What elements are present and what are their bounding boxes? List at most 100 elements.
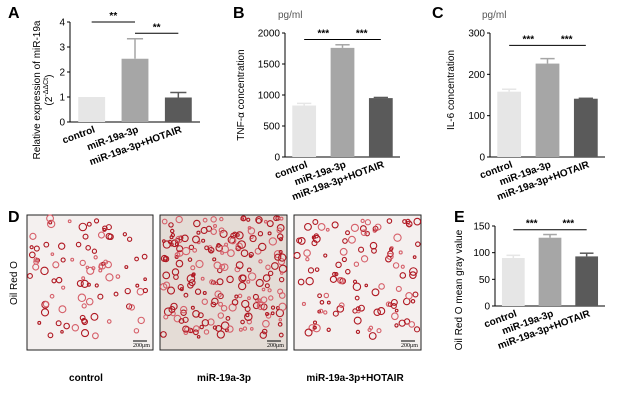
stain-droplet <box>277 258 286 266</box>
stain-droplet <box>163 256 168 261</box>
stain-droplet <box>247 296 251 301</box>
stain-droplet <box>29 232 37 240</box>
stain-droplet <box>376 328 382 334</box>
stain-droplet <box>86 266 95 275</box>
stain-droplet <box>392 262 400 269</box>
stain-droplet <box>170 310 176 317</box>
stain-droplet <box>86 221 92 227</box>
stain-droplet <box>162 271 171 280</box>
panel-a-y-tick-label: 0 <box>59 118 65 129</box>
stain-droplet <box>297 278 305 286</box>
stain-droplet <box>323 292 330 299</box>
scale-label-mir19a: 200μm <box>267 343 284 349</box>
stain-droplet <box>364 283 369 288</box>
stain-droplet <box>278 317 283 322</box>
panel-a-bar <box>164 97 192 122</box>
stain-droplet <box>319 300 325 305</box>
stain-droplet <box>232 231 238 237</box>
stain-droplet <box>312 219 319 225</box>
stain-droplet <box>197 312 204 319</box>
stain-droplet <box>304 222 312 231</box>
stain-droplet <box>410 299 416 304</box>
stain-droplet <box>263 219 268 224</box>
stain-droplet <box>337 277 345 285</box>
stain-droplet <box>244 312 253 321</box>
panel-e-ylabel: Oil Red O mean gray value <box>454 229 465 350</box>
stain-droplet <box>33 258 40 265</box>
stain-droplet <box>258 242 267 252</box>
stain-droplet <box>238 327 243 332</box>
stain-droplet <box>386 252 394 260</box>
stain-droplet <box>242 326 248 331</box>
stain-droplet <box>390 298 398 306</box>
stain-droplet <box>167 286 176 295</box>
stain-droplet <box>103 259 109 265</box>
stain-droplet <box>234 294 239 299</box>
stain-droplet <box>142 287 149 294</box>
stain-droplet <box>304 328 313 337</box>
stain-droplet <box>169 228 175 234</box>
stain-droplet <box>261 328 268 335</box>
stain-droplet <box>190 265 196 271</box>
stain-droplet <box>159 282 168 291</box>
panel-b-y-tick-label: 1000 <box>258 91 281 102</box>
stain-droplet <box>350 223 360 232</box>
stain-droplet <box>399 272 407 279</box>
panel-b-bar <box>368 98 393 157</box>
stain-droplet <box>200 276 205 281</box>
stain-droplet <box>175 259 184 268</box>
stain-droplet <box>76 279 84 287</box>
stain-droplet <box>179 305 188 314</box>
stain-droplet <box>85 245 91 251</box>
stain-droplet <box>398 250 403 255</box>
stain-droplet <box>258 259 263 264</box>
stain-droplet <box>266 220 274 228</box>
stain-droplet <box>317 293 322 299</box>
panel-b-y-tick-label: 0 <box>274 153 280 164</box>
stain-droplet <box>345 230 350 236</box>
stain-droplet <box>360 229 368 237</box>
panel-b-sig-label: *** <box>317 29 329 40</box>
stain-droplet <box>181 234 189 243</box>
stain-droplet <box>234 266 241 273</box>
panel-a-sig-label: ** <box>109 11 117 22</box>
stain-droplet <box>246 267 252 273</box>
stain-droplet <box>215 244 224 252</box>
stain-droplet <box>364 230 370 237</box>
stain-droplet <box>235 261 244 270</box>
stain-droplet <box>200 226 208 235</box>
stain-droplet <box>75 241 82 248</box>
stain-droplet <box>354 295 360 301</box>
stain-droplet <box>413 217 422 226</box>
stain-droplet <box>58 305 67 314</box>
stain-droplet <box>374 223 382 231</box>
stain-droplet <box>201 298 208 305</box>
micrograph-caption-mir19a: miR-19a-3p <box>197 373 251 384</box>
stain-droplet <box>135 283 140 288</box>
stain-droplet <box>301 301 306 307</box>
stain-droplet <box>171 268 180 276</box>
stain-droplet <box>385 301 392 307</box>
stain-droplet <box>265 312 270 316</box>
stain-droplet <box>237 293 243 299</box>
stain-droplet <box>98 268 103 273</box>
stain-droplet <box>364 219 372 226</box>
stain-droplet <box>279 271 284 275</box>
stain-droplet <box>352 279 358 284</box>
stain-droplet <box>46 214 54 223</box>
stain-droplet <box>358 304 365 312</box>
stain-droplet <box>238 281 247 291</box>
stain-droplet <box>358 246 365 253</box>
panel-d-side-label: Oil Red O <box>9 261 20 305</box>
stain-droplet <box>323 253 328 258</box>
stain-droplet <box>335 261 342 269</box>
stain-droplet <box>400 264 405 269</box>
stain-droplet <box>71 324 80 332</box>
panel-e-chart: 050100150controlmiR-19a-3pmiR-19a-3p+HOT… <box>473 219 605 352</box>
panel-b-y-tick-label: 2000 <box>258 29 281 40</box>
panel-a-bar <box>121 58 149 122</box>
stain-droplet <box>33 245 40 252</box>
stain-droplet <box>405 220 413 228</box>
stain-droplet <box>305 277 314 286</box>
stain-droplet <box>79 259 86 267</box>
